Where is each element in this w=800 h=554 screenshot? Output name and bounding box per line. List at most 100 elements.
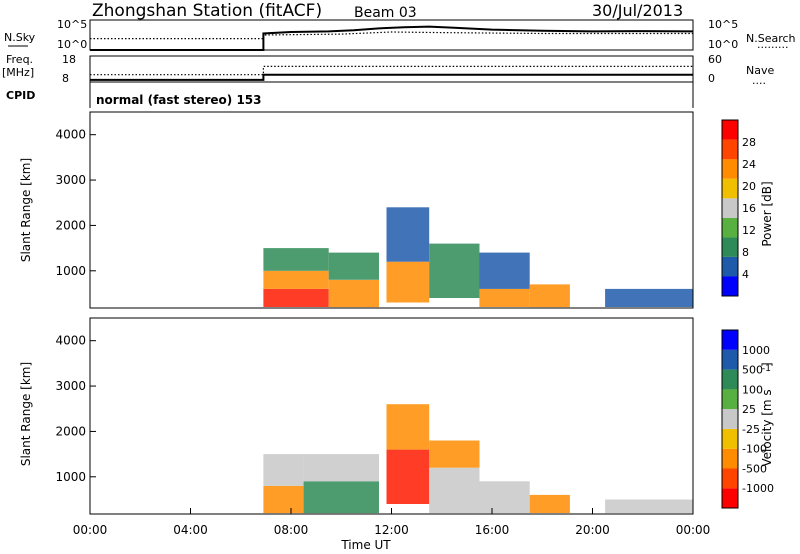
velocity-colorbar-tick-5: -100 — [742, 443, 767, 456]
velocity-colorbar-swatch-1 — [722, 468, 738, 489]
power-yticks: 1000 2000 3000 4000 — [55, 128, 96, 278]
velocity-colorbar-frame — [721, 329, 739, 509]
velocity-colorbar-bracket: ] — [760, 362, 774, 367]
noise-panel: N.Sky 10^5 10^0 10^5 10^0 N.Search .....… — [4, 18, 796, 51]
velocity-colorbar-tick-0: 1000 — [742, 344, 770, 357]
velocity-colorbar-tick-4: -25 — [742, 423, 760, 436]
power-colorbar-tick-2: 20 — [742, 180, 756, 193]
velocity-colorbar-tick-3: 25 — [742, 403, 756, 416]
velocity-colorbar-swatch-7 — [722, 349, 738, 370]
cpid-panel: CPID normal (fast stereo) 153 — [6, 82, 694, 108]
time-tick-label-6: 00:00 — [676, 523, 711, 537]
time-axis: 00:00 04:00 08:00 12:00 16:00 20:00 00:00 — [73, 508, 711, 537]
power-colorbar-tick-6: 4 — [742, 268, 749, 281]
velocity-colorbar-swatch-3 — [722, 428, 738, 449]
power-cell-4 — [328, 252, 379, 280]
station-title: Zhongshan Station (fitACF) — [92, 1, 322, 21]
nave-label: Nave — [746, 64, 774, 77]
velocity-colorbar-tick-7: -1000 — [742, 482, 774, 495]
power-ylabel: Slant Range [km] — [19, 158, 33, 262]
power-cell-5 — [386, 261, 430, 303]
cpid-label: CPID — [6, 89, 35, 102]
power-colorbar-tick-5: 8 — [742, 246, 749, 259]
power-colorbar-swatch-0 — [722, 276, 738, 296]
velocity-cells — [263, 404, 693, 514]
velocity-colorbar-exponent: -1 — [762, 364, 771, 374]
velocity-cell-9 — [529, 494, 570, 513]
power-colorbar-swatch-4 — [722, 198, 738, 218]
time-tick-label-0: 00:00 — [73, 523, 108, 537]
velocity-ytick-label-2: 3000 — [55, 379, 86, 393]
velocity-panel: 1000 2000 3000 4000 Slant Range [km] 1000 50… — [19, 317, 774, 552]
power-colorbar: 28 24 20 16 12 8 4 — [721, 119, 756, 297]
noise-right-tick-top: 10^5 — [708, 18, 738, 31]
freq-panel-frame — [89, 55, 694, 83]
velocity-colorbar-swatch-4 — [722, 409, 738, 429]
velocity-ylabel: Slant Range [km] — [19, 362, 33, 466]
noise-series — [90, 25, 694, 51]
beam-label: Beam 03 — [354, 5, 417, 21]
power-cell-10 — [529, 284, 570, 308]
noise-panel-frame — [89, 19, 694, 51]
time-tick-label-4: 16:00 — [475, 523, 510, 537]
date-label: 30/Jul/2013 — [592, 1, 683, 20]
power-panel-frame — [89, 111, 694, 309]
power-colorbar-swatch-2 — [722, 237, 738, 257]
nsky-label: N.Sky — [4, 31, 36, 44]
power-cell-8 — [479, 288, 530, 307]
power-cell-3 — [328, 279, 379, 308]
nsearch-label: N.Search — [746, 32, 796, 45]
freq-left-tick-bottom: 8 — [62, 72, 69, 85]
power-cell-9 — [479, 252, 530, 289]
power-colorbar-tick-3: 16 — [742, 202, 756, 215]
noise-left-tick-bottom: 10^0 — [57, 38, 87, 51]
power-ytick-label-2: 3000 — [55, 173, 86, 187]
power-cell-2 — [263, 248, 329, 271]
noise-series-line-1 — [90, 31, 693, 40]
freq-series — [90, 65, 693, 81]
time-tick-label-2: 08:00 — [274, 523, 309, 537]
power-cell-11 — [605, 288, 693, 307]
power-colorbar-swatch-1 — [722, 256, 738, 277]
velocity-ytick-label-3: 4000 — [55, 334, 86, 348]
velocity-colorbar-swatch-6 — [722, 369, 738, 390]
power-cells — [263, 207, 693, 308]
velocity-cell-2 — [303, 481, 379, 514]
power-colorbar-swatch-8 — [722, 120, 738, 140]
noise-left-tick-top: 10^5 — [57, 18, 87, 31]
time-axis-label: Time UT — [340, 538, 391, 552]
frequency-series-line-1 — [90, 65, 693, 76]
velocity-cell-5 — [386, 404, 430, 450]
power-colorbar-swatch-3 — [722, 217, 738, 238]
power-colorbar-label: Power [dB] — [760, 181, 774, 246]
freq-label: Freq. — [6, 53, 33, 66]
velocity-cell-4 — [386, 449, 430, 504]
power-colorbar-tick-1: 24 — [742, 158, 756, 171]
time-tick-label-5: 20:00 — [575, 523, 610, 537]
nsearch-line: ......... — [757, 38, 788, 51]
power-cell-0 — [263, 288, 329, 307]
power-panel: 1000 2000 3000 4000 Slant Range [km] 28 24 20… — [19, 111, 774, 309]
nave-line: .... — [752, 74, 766, 87]
power-colorbar-swatch-6 — [722, 159, 738, 179]
velocity-yticks: 1000 2000 3000 4000 — [55, 334, 96, 484]
velocity-cell-0 — [263, 485, 304, 514]
freq-right-tick-top: 60 — [708, 53, 722, 66]
power-colorbar-tick-0: 28 — [742, 136, 756, 149]
noise-series-line-0 — [90, 25, 694, 51]
power-ytick-label-1: 2000 — [55, 218, 86, 232]
velocity-cell-1 — [263, 454, 304, 486]
power-colorbar-swatch-7 — [722, 139, 738, 160]
velocity-colorbar: 1000 500 100 25 -25 -100 -500 -1000 — [721, 329, 774, 509]
velocity-cell-3 — [303, 454, 379, 482]
velocity-colorbar-swatch-5 — [722, 389, 738, 410]
velocity-colorbar-label: Velocity [m s — [760, 389, 774, 466]
velocity-colorbar-swatch-0 — [722, 488, 738, 508]
velocity-cell-7 — [429, 440, 480, 468]
power-colorbar-swatch-5 — [722, 178, 738, 199]
velocity-colorbar-swatch-8 — [722, 330, 738, 350]
power-cell-1 — [263, 270, 329, 289]
velocity-cell-6 — [429, 467, 480, 514]
power-colorbar-tick-4: 12 — [742, 224, 756, 237]
